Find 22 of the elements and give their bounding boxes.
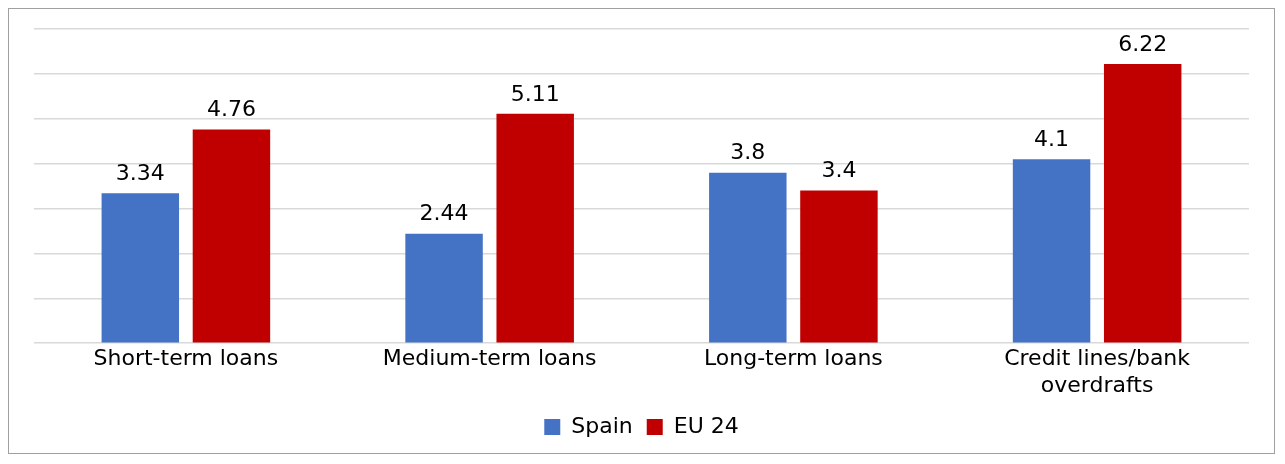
- bar: [1012, 159, 1091, 343]
- legend-label: EU 24: [673, 412, 739, 438]
- data-label: 6.22: [1118, 30, 1168, 56]
- legend-label: Spain: [571, 412, 633, 438]
- x-tick-label: Short-term loans: [93, 345, 279, 371]
- data-label: 4.76: [206, 96, 256, 122]
- data-label: 3.34: [115, 160, 165, 185]
- x-tick-label: Credit lines/bank overdrafts: [1004, 345, 1191, 397]
- data-label: 3.8: [730, 139, 766, 165]
- x-tick-label: Medium-term loans: [382, 345, 597, 371]
- bar: [800, 190, 878, 343]
- data-label: 5.11: [510, 80, 560, 106]
- data-label: 3.4: [821, 157, 857, 183]
- bar: [192, 129, 271, 343]
- bar: [101, 193, 180, 343]
- bar: [405, 233, 483, 343]
- x-tick-label: Long-term loans: [703, 345, 883, 371]
- bar: [1103, 64, 1182, 343]
- bar: [709, 172, 787, 343]
- data-label: 2.44: [419, 200, 469, 226]
- data-label: 4.1: [1034, 125, 1070, 151]
- bar: [496, 113, 574, 343]
